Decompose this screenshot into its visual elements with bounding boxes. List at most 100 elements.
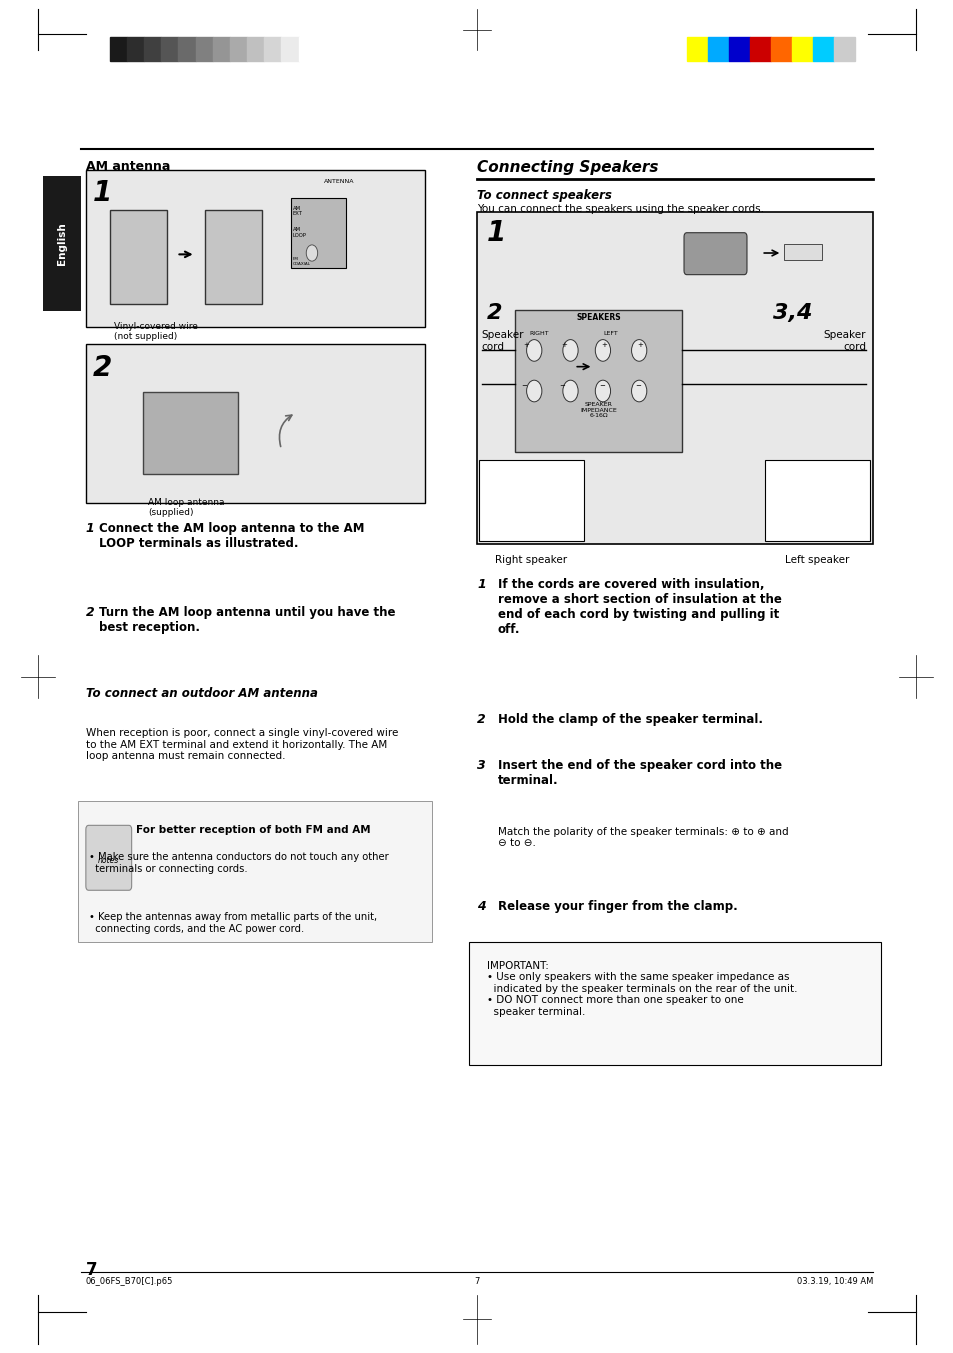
- FancyBboxPatch shape: [291, 198, 346, 268]
- FancyBboxPatch shape: [78, 801, 432, 942]
- Bar: [247, 37, 264, 61]
- Text: 3,4: 3,4: [772, 303, 811, 323]
- Text: English: English: [57, 222, 67, 265]
- Bar: [110, 37, 127, 61]
- Text: For better reception of both FM and AM: For better reception of both FM and AM: [136, 825, 371, 835]
- Text: Vinyl-covered wire
(not supplied): Vinyl-covered wire (not supplied): [114, 322, 198, 341]
- Text: Insert the end of the speaker cord into the
terminal.: Insert the end of the speaker cord into …: [497, 759, 781, 787]
- Bar: [770, 37, 791, 61]
- Text: +: +: [600, 342, 606, 348]
- Text: 1: 1: [476, 578, 485, 591]
- Text: Speaker
cord: Speaker cord: [481, 330, 524, 352]
- Bar: [791, 37, 812, 61]
- Text: 7: 7: [474, 1277, 479, 1287]
- FancyBboxPatch shape: [110, 210, 167, 304]
- Text: 4: 4: [476, 900, 485, 913]
- Text: RIGHT: RIGHT: [529, 331, 548, 337]
- FancyBboxPatch shape: [43, 176, 81, 311]
- Text: • Make sure the antenna conductors do not touch any other
  terminals or connect: • Make sure the antenna conductors do no…: [89, 852, 388, 874]
- FancyBboxPatch shape: [478, 460, 583, 541]
- Text: 1: 1: [92, 179, 112, 207]
- Circle shape: [595, 380, 610, 402]
- Text: Match the polarity of the speaker terminals: ⊕ to ⊕ and
⊖ to ⊖.: Match the polarity of the speaker termin…: [497, 827, 788, 848]
- FancyBboxPatch shape: [515, 310, 681, 452]
- Bar: [749, 37, 770, 61]
- Text: 3: 3: [476, 759, 485, 773]
- Text: 7: 7: [86, 1261, 97, 1279]
- Bar: [812, 37, 833, 61]
- Text: +: +: [522, 342, 528, 348]
- Bar: [195, 37, 213, 61]
- Text: AM
EXT: AM EXT: [293, 206, 302, 216]
- Text: Connect the AM loop antenna to the AM
LOOP terminals as illustrated.: Connect the AM loop antenna to the AM LO…: [99, 522, 364, 551]
- Text: LEFT: LEFT: [602, 331, 618, 337]
- Circle shape: [562, 340, 578, 361]
- Bar: [213, 37, 230, 61]
- Text: You can connect the speakers using the speaker cords.: You can connect the speakers using the s…: [476, 204, 763, 214]
- Text: −: −: [520, 383, 526, 388]
- Text: +: +: [637, 342, 642, 348]
- Circle shape: [595, 340, 610, 361]
- Bar: [178, 37, 195, 61]
- Text: Right speaker: Right speaker: [495, 555, 567, 564]
- Text: 2: 2: [92, 354, 112, 383]
- Text: 06_06FS_B70[C].p65: 06_06FS_B70[C].p65: [86, 1277, 173, 1287]
- Text: FM
COAXIAL: FM COAXIAL: [293, 257, 311, 265]
- Text: IMPORTANT:
• Use only speakers with the same speaker impedance as
  indicated by: IMPORTANT: • Use only speakers with the …: [486, 961, 796, 1017]
- Bar: [144, 37, 161, 61]
- Text: SPEAKERS: SPEAKERS: [576, 313, 620, 322]
- Text: Speaker
cord: Speaker cord: [822, 330, 865, 352]
- FancyBboxPatch shape: [683, 233, 746, 275]
- Bar: [298, 37, 315, 61]
- FancyBboxPatch shape: [476, 212, 872, 544]
- Circle shape: [562, 380, 578, 402]
- Text: −: −: [558, 383, 564, 388]
- Bar: [264, 37, 281, 61]
- Circle shape: [526, 380, 541, 402]
- FancyBboxPatch shape: [764, 460, 869, 541]
- FancyBboxPatch shape: [86, 170, 424, 327]
- Circle shape: [631, 380, 646, 402]
- Bar: [686, 37, 707, 61]
- FancyBboxPatch shape: [783, 244, 821, 260]
- FancyBboxPatch shape: [143, 392, 238, 474]
- Text: 2: 2: [476, 713, 485, 727]
- Text: Turn the AM loop antenna until you have the
best reception.: Turn the AM loop antenna until you have …: [99, 606, 395, 635]
- Text: 1: 1: [86, 522, 94, 536]
- Circle shape: [306, 245, 317, 261]
- Text: −: −: [635, 383, 640, 388]
- Bar: [161, 37, 178, 61]
- Text: To connect speakers: To connect speakers: [476, 189, 611, 203]
- Bar: [230, 37, 247, 61]
- Bar: [833, 37, 854, 61]
- Text: AM antenna: AM antenna: [86, 160, 170, 173]
- Text: • Keep the antennas away from metallic parts of the unit,
  connecting cords, an: • Keep the antennas away from metallic p…: [89, 912, 376, 934]
- Text: notes: notes: [98, 856, 119, 865]
- Text: Left speaker: Left speaker: [784, 555, 849, 564]
- Text: 03.3.19, 10:49 AM: 03.3.19, 10:49 AM: [796, 1277, 872, 1287]
- Text: −: −: [598, 383, 604, 388]
- Text: To connect an outdoor AM antenna: To connect an outdoor AM antenna: [86, 687, 317, 701]
- Text: Connecting Speakers: Connecting Speakers: [476, 160, 658, 175]
- Bar: [728, 37, 749, 61]
- Text: +: +: [560, 342, 566, 348]
- Text: Hold the clamp of the speaker terminal.: Hold the clamp of the speaker terminal.: [497, 713, 762, 727]
- Circle shape: [526, 340, 541, 361]
- Text: When reception is poor, connect a single vinyl-covered wire
to the AM EXT termin: When reception is poor, connect a single…: [86, 728, 397, 762]
- Text: 2: 2: [86, 606, 94, 620]
- Text: ANTENNA: ANTENNA: [324, 179, 355, 184]
- Text: AM
LOOP: AM LOOP: [293, 227, 307, 238]
- FancyBboxPatch shape: [86, 344, 424, 503]
- Text: AM loop antenna
(supplied): AM loop antenna (supplied): [148, 498, 224, 517]
- Text: 2: 2: [486, 303, 501, 323]
- Bar: [127, 37, 144, 61]
- Bar: [707, 37, 728, 61]
- Text: SPEAKER
IMPEDANCE
6-16Ω: SPEAKER IMPEDANCE 6-16Ω: [579, 402, 617, 418]
- Text: 1: 1: [486, 219, 505, 248]
- Text: Release your finger from the clamp.: Release your finger from the clamp.: [497, 900, 737, 913]
- FancyBboxPatch shape: [86, 825, 132, 890]
- Circle shape: [631, 340, 646, 361]
- FancyBboxPatch shape: [469, 942, 880, 1065]
- FancyBboxPatch shape: [205, 210, 262, 304]
- Bar: [281, 37, 298, 61]
